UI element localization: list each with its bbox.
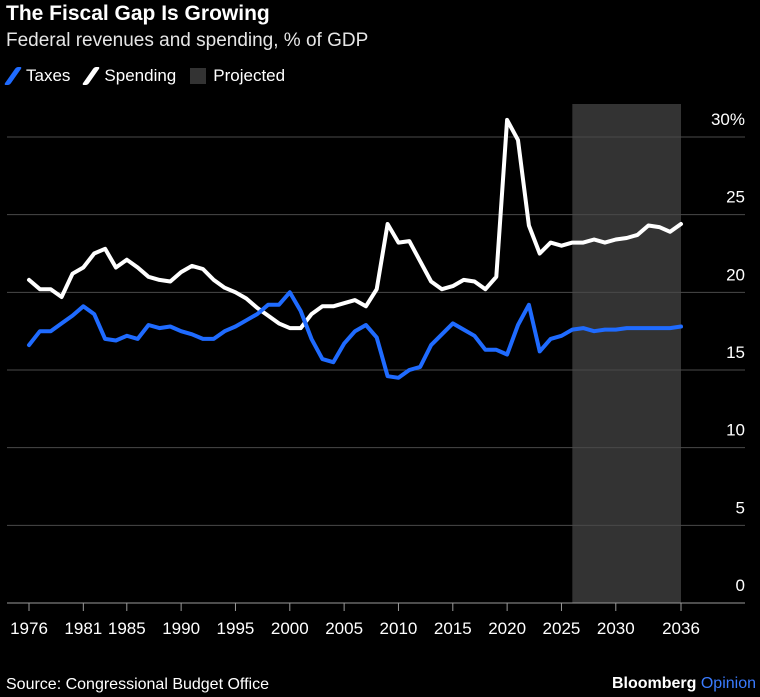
- x-tick-label: 2036: [662, 619, 700, 638]
- y-tick-label: 25: [726, 188, 745, 207]
- y-tick-label: 0: [736, 576, 745, 595]
- brand-name: Bloomberg: [611, 675, 697, 692]
- taxes-line: [27, 290, 683, 380]
- x-tick-label: 1990: [162, 619, 200, 638]
- y-tick-label: 30%: [711, 110, 745, 129]
- chart-title: The Fiscal Gap Is Growing: [6, 2, 270, 25]
- spending-line: [27, 117, 683, 331]
- x-tick-label: 1976: [10, 619, 48, 638]
- legend-item-projected: Projected: [190, 66, 285, 86]
- projected-band: [572, 104, 681, 603]
- source-note: Source: Congressional Budget Office: [6, 676, 269, 693]
- y-tick-label: 5: [736, 498, 745, 517]
- brand-suffix: Opinion: [700, 675, 756, 692]
- x-tick-label: 2005: [325, 619, 363, 638]
- chart-subtitle: Federal revenues and spending, % of GDP: [6, 30, 369, 51]
- y-tick-label: 15: [726, 343, 745, 362]
- legend-item-taxes: Taxes: [3, 66, 71, 86]
- x-tick-label: 2025: [543, 619, 581, 638]
- legend-item-spending: Spending: [82, 66, 177, 86]
- y-tick-label: 20: [726, 265, 745, 284]
- x-tick-label: 2010: [380, 619, 418, 638]
- legend-label-projected: Projected: [213, 66, 286, 85]
- x-tick-label: 2020: [488, 619, 526, 638]
- x-tick-label: 1995: [217, 619, 255, 638]
- bloomberg-opinion-logo: Bloomberg Opinion: [612, 675, 756, 693]
- x-tick-label: 1981: [64, 619, 102, 638]
- x-tick-label: 1985: [108, 619, 146, 638]
- legend-label-taxes: Taxes: [26, 66, 71, 85]
- x-tick-label: 2030: [597, 619, 635, 638]
- chart-legend: Taxes Spending Projected: [3, 66, 299, 86]
- x-tick-label: 2000: [271, 619, 309, 638]
- legend-label-spending: Spending: [104, 66, 177, 85]
- y-tick-label: 10: [726, 421, 745, 440]
- projected-swatch-icon: [190, 68, 207, 84]
- x-tick-label: 2015: [434, 619, 472, 638]
